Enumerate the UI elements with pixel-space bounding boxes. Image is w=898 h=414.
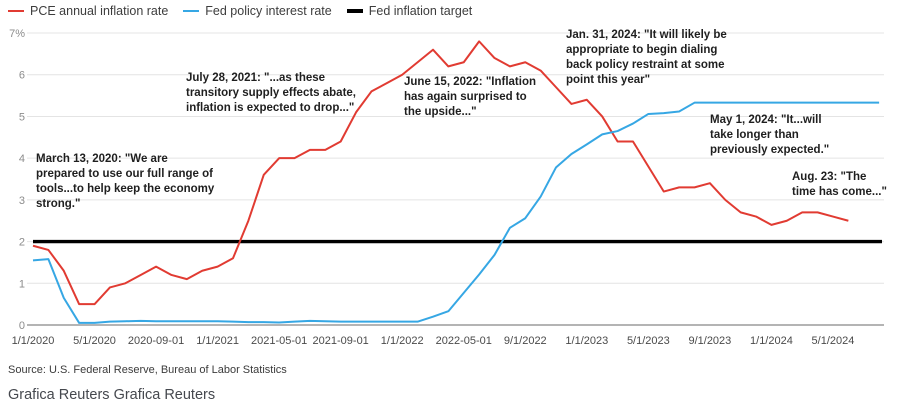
x-tick-label: 9/1/2022 <box>504 335 547 347</box>
legend-item-fed-rate: Fed policy interest rate <box>183 4 332 18</box>
annotation-jan-2024: Jan. 31, 2024: "It will likely be approp… <box>566 29 727 86</box>
x-tick-label: 9/1/2023 <box>688 335 731 347</box>
y-tick-label: 6 <box>19 70 25 82</box>
annotation-aug-2024: Aug. 23: "The time has come..." <box>792 171 887 198</box>
x-tick-label: 5/1/2023 <box>627 335 670 347</box>
x-tick-label: 2021-09-01 <box>313 335 369 347</box>
legend-label: Fed inflation target <box>368 4 473 18</box>
x-tick-label: 1/1/2020 <box>12 335 55 347</box>
black-line-swatch-icon <box>346 9 363 13</box>
line-chart-svg: 7% 6 5 4 3 2 1 0 1/1/2020 5/1/2020 2020-09-01 1/1/2… <box>9 28 884 347</box>
x-tick-label: 1/1/2024 <box>750 335 793 347</box>
annotation-may-2024: May 1, 2024: "It...will take longer than… <box>710 114 830 156</box>
annotation-march-2020: March 13, 2020: "We are prepared to use … <box>36 153 215 210</box>
x-tick-label: 2021-05-01 <box>251 335 307 347</box>
y-tick-label: 3 <box>19 195 25 207</box>
x-tick-label: 5/1/2024 <box>812 335 855 347</box>
legend-item-pce: PCE annual inflation rate <box>8 4 168 18</box>
x-tick-label: 2022-05-01 <box>436 335 492 347</box>
plot-area: 7% 6 5 4 3 2 1 0 1/1/2020 5/1/2020 2020-09-01 1/1/2… <box>9 28 884 347</box>
y-tick-label: 1 <box>19 278 25 290</box>
y-tick-label: 5 <box>19 111 25 123</box>
x-tick-label: 1/1/2022 <box>381 335 424 347</box>
x-tick-label: 5/1/2020 <box>73 335 116 347</box>
y-tick-label: 0 <box>19 320 25 332</box>
annotation-july-2021: July 28, 2021: "...as these transitory s… <box>186 72 356 114</box>
x-tick-label: 1/1/2021 <box>196 335 239 347</box>
series-line-pce-annual-inflation-rate <box>32 40 849 306</box>
attribution: Grafica Reuters Grafica Reuters <box>8 387 216 403</box>
source-note: Source: U.S. Federal Reserve, Bureau of … <box>8 364 287 376</box>
y-tick-label: 4 <box>19 153 25 165</box>
x-tick-label: 2020-09-01 <box>128 335 184 347</box>
legend-item-target: Fed inflation target <box>346 4 473 18</box>
chart-legend: PCE annual inflation rate Fed policy int… <box>8 4 472 18</box>
blue-line-swatch-icon <box>183 9 200 13</box>
legend-label: Fed policy interest rate <box>205 4 332 18</box>
annotation-june-2022: June 15, 2022: "Inflation has again surp… <box>404 76 536 118</box>
series-line-fed-policy-interest-rate <box>32 101 880 324</box>
red-line-swatch-icon <box>8 9 24 13</box>
x-tick-label: 1/1/2023 <box>565 335 608 347</box>
legend-label: PCE annual inflation rate <box>30 4 169 18</box>
y-tick-label: 2 <box>19 237 25 249</box>
y-tick-label: 7% <box>9 28 25 40</box>
